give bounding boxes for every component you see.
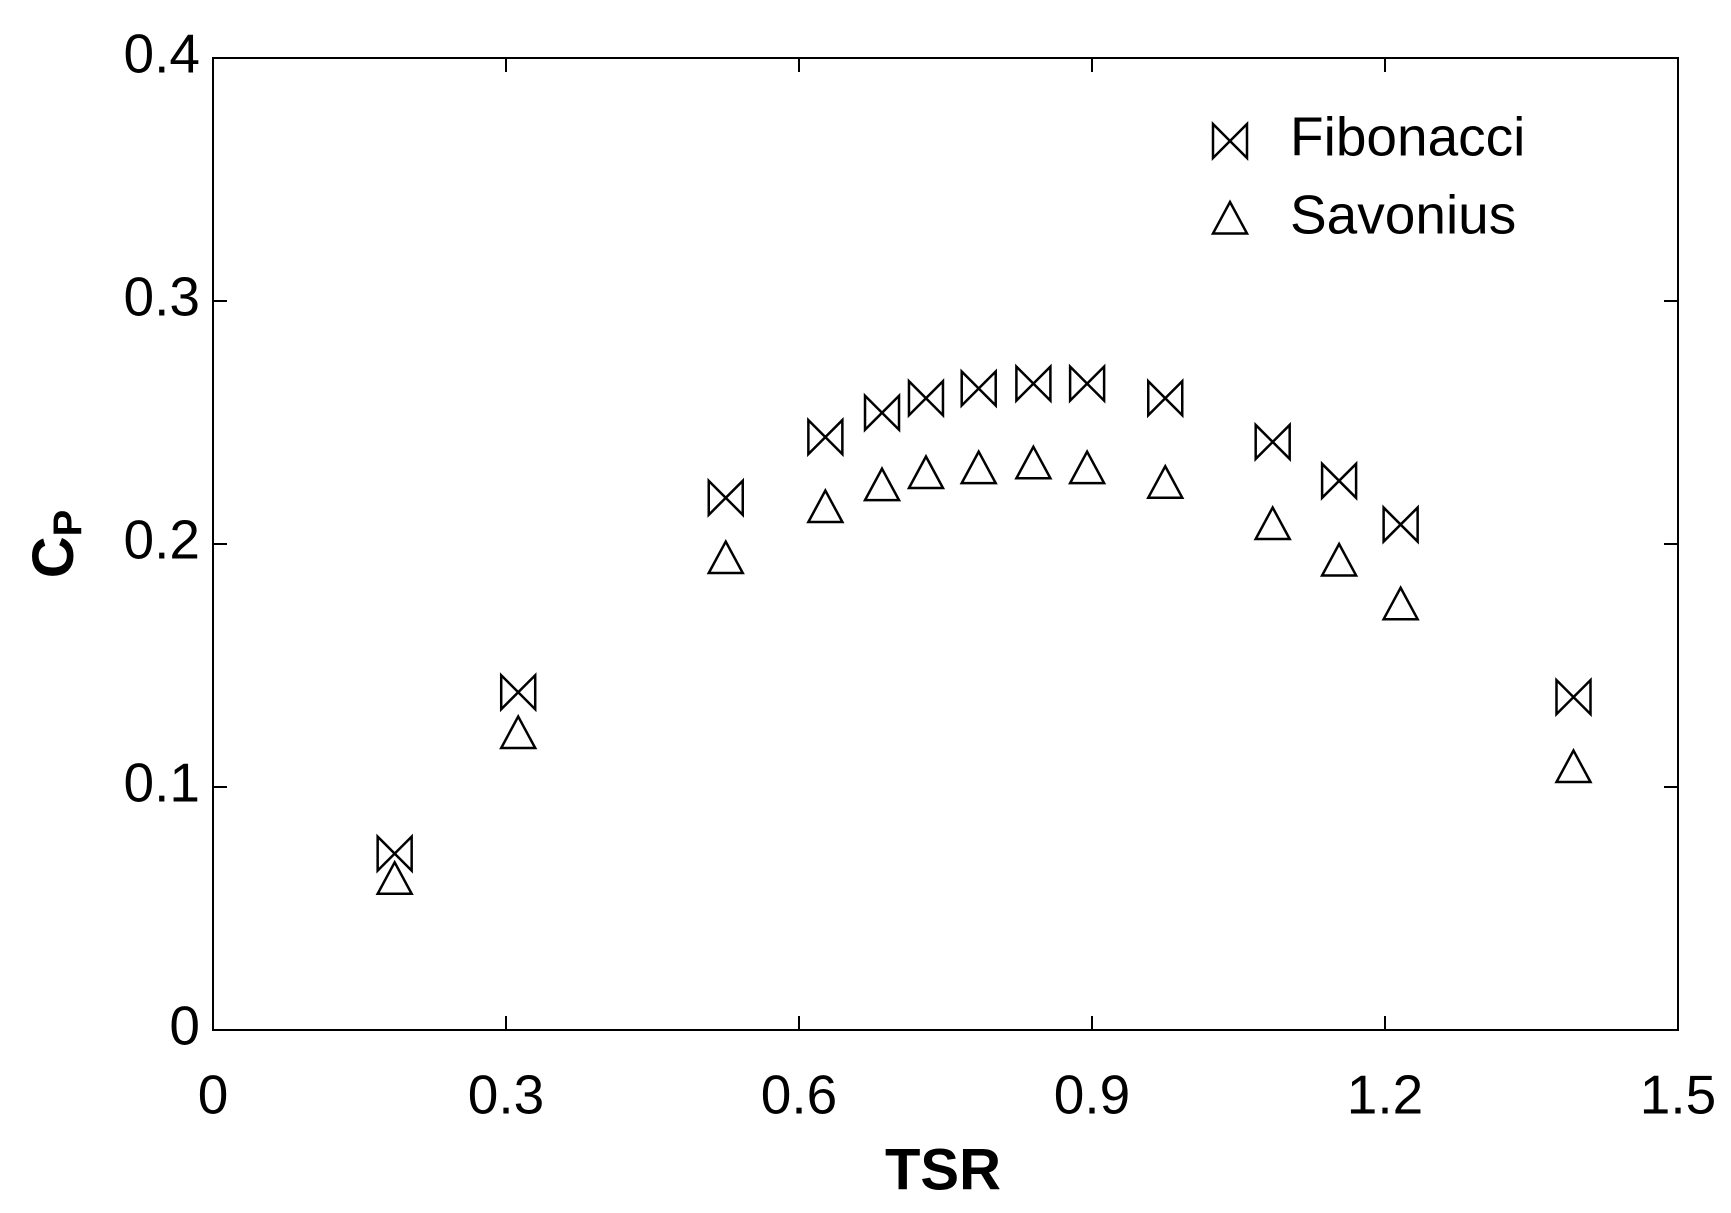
point: [1254, 421, 1291, 462]
point: [375, 859, 414, 896]
point: [1382, 504, 1419, 545]
point: [1320, 541, 1359, 577]
x-tick-label: 0: [198, 1064, 229, 1126]
point: [1068, 363, 1106, 404]
legend-marker: [1210, 199, 1250, 235]
point: [1253, 504, 1292, 541]
point: [1015, 363, 1052, 404]
x-tick-label: 1.2: [1347, 1064, 1423, 1126]
point: [862, 466, 902, 502]
point: [960, 368, 997, 409]
y-axis-label-main: C: [21, 536, 86, 578]
point: [807, 417, 844, 458]
point: [376, 833, 413, 874]
point: [906, 453, 946, 490]
point: [1555, 677, 1592, 718]
y-tick-label: 0.4: [124, 23, 200, 85]
point: [959, 449, 998, 485]
point: [1554, 747, 1593, 784]
point: [1146, 463, 1185, 499]
x-tick-label: 0.6: [761, 1064, 837, 1126]
x-axis-label: TSR: [885, 1137, 1001, 1202]
y-tick-label: 0.3: [124, 266, 200, 328]
point: [907, 378, 945, 419]
legend-marker: [1211, 120, 1249, 162]
y-tick-label: 0: [169, 995, 200, 1057]
point: [1068, 449, 1107, 485]
x-tick-label: 0.9: [1054, 1064, 1130, 1126]
x-tick-label: 1.5: [1640, 1064, 1716, 1126]
point: [1014, 444, 1053, 480]
y-tick-label: 0.1: [124, 752, 200, 814]
point: [1381, 585, 1420, 621]
y-axis-label: CP: [21, 510, 89, 579]
point: [499, 672, 537, 713]
point: [499, 713, 538, 750]
x-tick-label: 0.3: [468, 1064, 544, 1126]
point: [863, 392, 901, 433]
legend-label: Savonius: [1290, 184, 1516, 246]
point: [806, 487, 845, 524]
y-axis-label-subscript: P: [46, 510, 90, 537]
point: [707, 477, 744, 518]
point: [706, 538, 745, 575]
legend-label: Fibonacci: [1290, 106, 1525, 168]
point: [1320, 460, 1358, 501]
point: [1147, 378, 1184, 419]
y-tick-label: 0.2: [124, 509, 200, 571]
